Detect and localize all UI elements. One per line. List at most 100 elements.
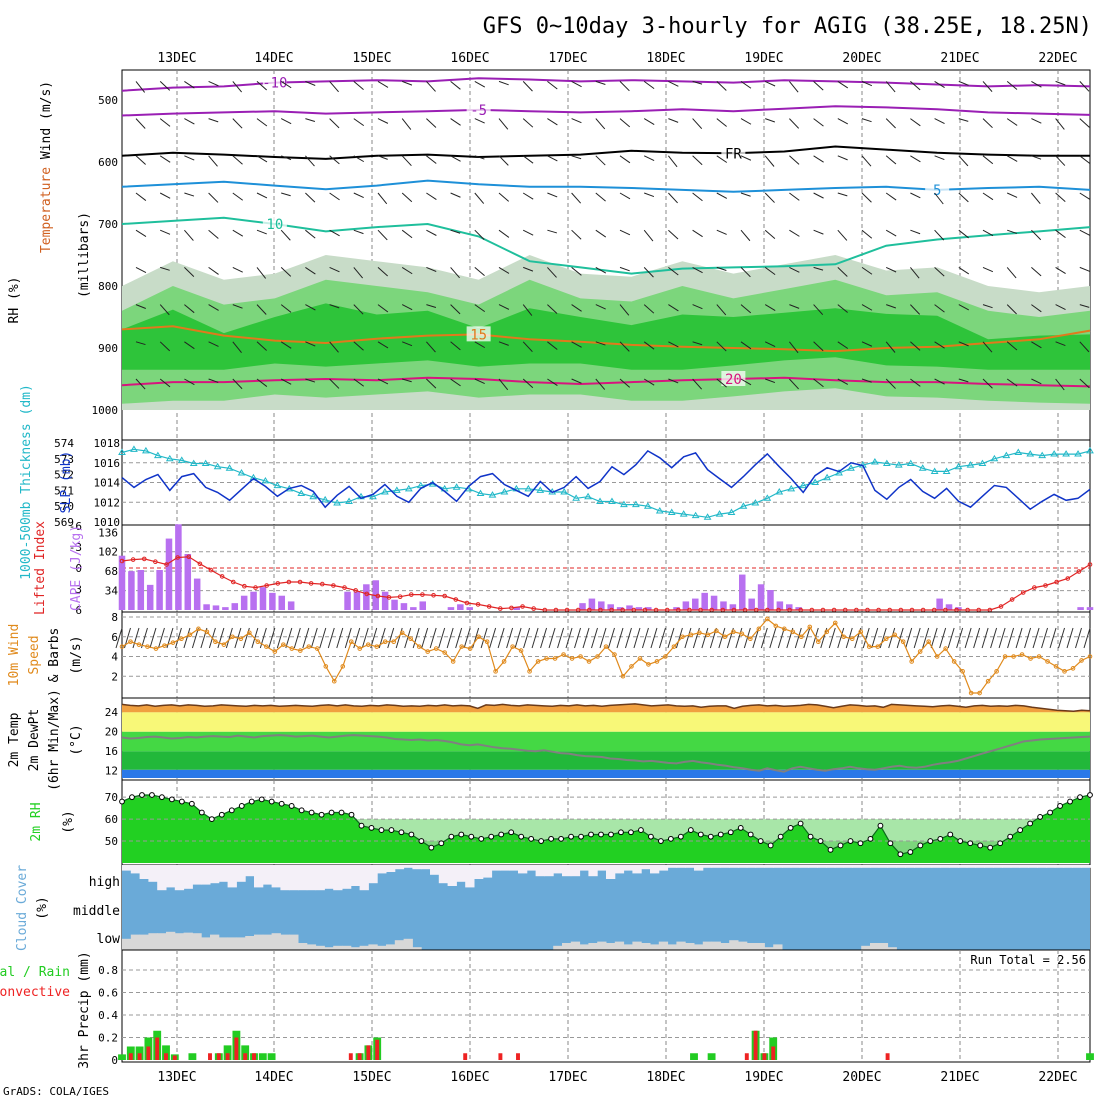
wind-speed-marker bbox=[213, 639, 218, 644]
rh2m-marker bbox=[877, 822, 884, 829]
wind-barb bbox=[837, 80, 849, 89]
wind-barb bbox=[692, 304, 703, 310]
wind-barb bbox=[828, 627, 836, 649]
wind-barb bbox=[208, 304, 219, 311]
cape-bar bbox=[212, 605, 220, 610]
wind-barb bbox=[934, 192, 944, 205]
temperature-contour bbox=[121, 105, 1091, 117]
cape-lifted-panel: 136 102 68 34 -6 -3 0 3 6 Lifted Index CAPE (J/kg) bbox=[33, 520, 1094, 617]
precip-total-bar bbox=[241, 1045, 250, 1060]
wind-barb bbox=[726, 627, 734, 649]
y-tick-label: 6 bbox=[111, 631, 118, 644]
wind-barb bbox=[624, 627, 632, 649]
wind-barb bbox=[608, 627, 615, 649]
rh2m-marker bbox=[548, 835, 555, 842]
lifted-index-marker bbox=[175, 555, 180, 560]
wind-barb bbox=[764, 266, 776, 276]
thickness-marker bbox=[118, 448, 126, 455]
wind-barb bbox=[281, 192, 291, 197]
wind-barb bbox=[861, 229, 873, 239]
cloud-low-bar bbox=[623, 944, 633, 950]
cloud-high-gap bbox=[975, 865, 985, 868]
wind-barb bbox=[668, 192, 678, 204]
wind-barb bbox=[256, 192, 268, 199]
wind-barb bbox=[329, 192, 340, 201]
cloud-high-gap bbox=[403, 865, 413, 868]
rh2m-marker bbox=[987, 844, 994, 851]
wind-barb bbox=[426, 81, 436, 92]
wind-barb bbox=[135, 155, 146, 165]
wind-speed-marker bbox=[323, 664, 329, 669]
cloud-high-gap bbox=[764, 865, 774, 868]
cloud-low-bar bbox=[641, 943, 651, 950]
cloud-high-gap bbox=[280, 865, 290, 891]
cloud-low-bar bbox=[412, 947, 422, 950]
wind-speed-marker bbox=[196, 626, 201, 632]
thickness-tick-label: 569 bbox=[54, 516, 74, 529]
wind-speed-marker bbox=[264, 644, 269, 649]
wind-barb bbox=[934, 118, 945, 125]
y-tick-label: 500 bbox=[98, 94, 118, 107]
wind-barb bbox=[837, 267, 848, 277]
wind-barb bbox=[886, 304, 897, 309]
wind-barb bbox=[716, 304, 727, 316]
top-date-label: 16DEC bbox=[450, 51, 489, 66]
thickness-marker bbox=[847, 464, 855, 471]
dewpoint-line bbox=[121, 734, 1091, 773]
wind-barb bbox=[803, 627, 811, 649]
wind-speed-marker bbox=[883, 636, 889, 642]
wind-barb bbox=[159, 192, 171, 199]
cape-bar bbox=[193, 578, 201, 610]
lifted-index-marker bbox=[242, 583, 247, 589]
wind-barb bbox=[692, 80, 703, 85]
wind10-label-4: (m/s) bbox=[69, 635, 84, 674]
lifted-index-marker bbox=[297, 579, 303, 585]
rh2m-marker bbox=[318, 811, 325, 818]
cloud-high-gap bbox=[447, 865, 457, 886]
bottom-date-label: 19DEC bbox=[744, 1070, 783, 1085]
wind-barb bbox=[1031, 118, 1042, 124]
wind-barb bbox=[692, 192, 703, 202]
wind-barb bbox=[811, 627, 819, 649]
wind-barb bbox=[557, 627, 565, 649]
thickness-marker bbox=[321, 495, 330, 503]
wind-speed-marker bbox=[391, 639, 397, 644]
wind-barb bbox=[740, 229, 751, 242]
cape-bar bbox=[391, 599, 398, 610]
lifted-index-label: Lifted Index bbox=[33, 521, 48, 615]
thickness-marker bbox=[763, 494, 772, 501]
wind-speed-marker bbox=[416, 644, 422, 649]
wind-speed-marker bbox=[544, 656, 549, 661]
wind-barb bbox=[135, 341, 146, 346]
wind-barb bbox=[426, 378, 437, 389]
cape-bar bbox=[278, 595, 286, 610]
cape-bar bbox=[231, 603, 239, 610]
wind-barb bbox=[184, 155, 195, 161]
thickness-marker bbox=[500, 488, 509, 495]
wind-speed-marker bbox=[1079, 658, 1084, 663]
wind-barb bbox=[498, 304, 510, 310]
wind-barb bbox=[1079, 192, 1091, 200]
cloud-low-bar bbox=[148, 933, 158, 950]
rh2m-marker bbox=[1077, 794, 1083, 801]
wind-barb bbox=[735, 627, 743, 649]
thickness-marker bbox=[1050, 450, 1059, 457]
thickness-marker bbox=[703, 513, 712, 520]
lifted-index-marker bbox=[420, 592, 425, 597]
wind-barb bbox=[1055, 266, 1066, 274]
cloud-high-gap bbox=[324, 865, 334, 889]
wind-speed-marker bbox=[680, 634, 685, 640]
wind-barb bbox=[522, 378, 534, 389]
wind-barb bbox=[789, 229, 800, 237]
lifted-index-marker bbox=[219, 574, 225, 579]
wind-barb bbox=[474, 341, 486, 349]
thickness-marker bbox=[799, 481, 808, 489]
wind-speed-marker bbox=[374, 644, 380, 649]
cloud-high-gap bbox=[843, 865, 853, 868]
wind-speed-marker bbox=[1087, 654, 1093, 659]
rh2m-marker bbox=[1047, 809, 1053, 816]
rh2m-marker bbox=[129, 794, 135, 801]
wind-speed-marker bbox=[450, 659, 456, 664]
wind-barb bbox=[1075, 627, 1082, 649]
cape-bar bbox=[588, 598, 596, 610]
